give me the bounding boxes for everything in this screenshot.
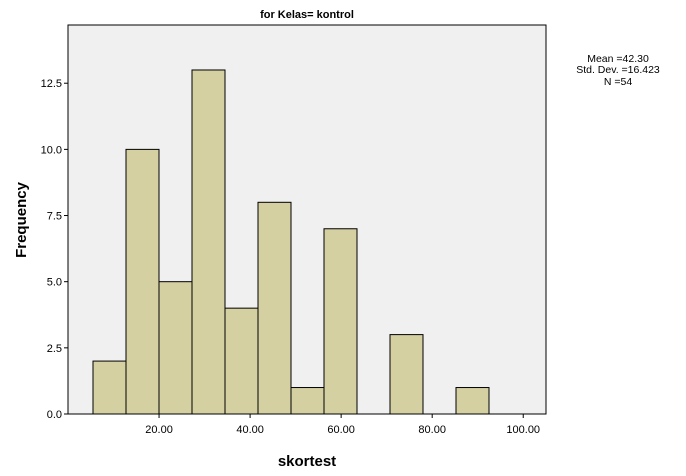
y-axis-title: Frequency	[13, 181, 30, 258]
histogram-bar	[158, 281, 193, 415]
y-tick-label: 0.0	[47, 409, 62, 421]
y-tick-label: 10.0	[41, 144, 62, 156]
histogram-bar	[290, 387, 325, 415]
histogram-bar	[257, 201, 292, 415]
bars-group	[92, 69, 490, 415]
y-tick-label: 12.5	[41, 78, 62, 90]
histogram-bar	[323, 228, 358, 415]
stats-n: N =54	[604, 76, 632, 88]
stats-mean: Mean =42.30	[587, 53, 649, 65]
histogram-bar	[92, 360, 127, 415]
y-tick-label: 5.0	[47, 277, 62, 289]
y-tick-label: 7.5	[47, 211, 62, 223]
x-axis: 20.00 40.00 60.00 80.00 100.00	[145, 414, 540, 436]
histogram-bar	[455, 387, 490, 415]
y-tick-label: 2.5	[47, 343, 62, 355]
x-tick-label: 60.00	[327, 424, 355, 436]
histogram-bar	[191, 69, 226, 415]
x-tick-label: 100.00	[506, 424, 540, 436]
stats-std-dev: Std. Dev. =16.423	[576, 64, 660, 76]
x-axis-title: skortest	[278, 453, 336, 470]
stats-box: Mean =42.30 Std. Dev. =16.423 N =54	[576, 53, 660, 88]
x-tick-label: 80.00	[418, 424, 446, 436]
chart-title: for Kelas= kontrol	[260, 9, 354, 21]
y-axis: 0.0 2.5 5.0 7.5 10.0 12.5	[41, 78, 68, 421]
histogram-bar	[224, 307, 259, 415]
histogram-bar	[125, 148, 160, 415]
x-tick-label: 20.00	[145, 424, 173, 436]
x-tick-label: 40.00	[236, 424, 264, 436]
histogram-bar	[389, 334, 424, 415]
